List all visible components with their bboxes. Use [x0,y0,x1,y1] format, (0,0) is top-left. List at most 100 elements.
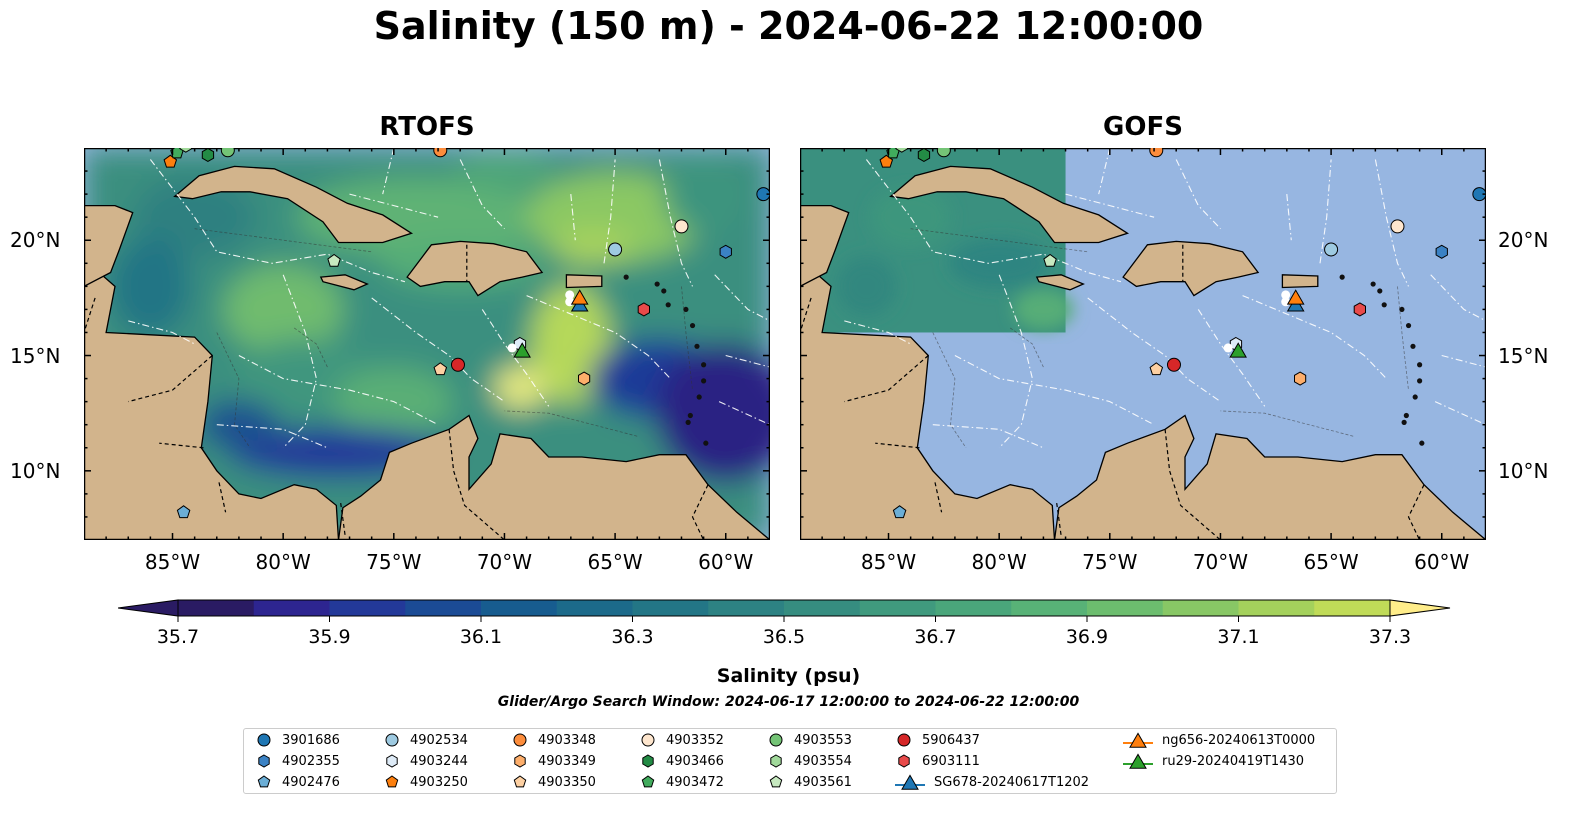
search-window-text: Glider/Argo Search Window: 2024-06-17 12… [497,694,1080,710]
tick-marks [84,148,770,540]
legend-item: 4903561 [766,773,852,791]
panel-title-gofs: GOFS [1103,112,1183,142]
glider-track [565,290,575,300]
legend-item: SG678-20240617T1202 [894,773,1089,791]
legend-item: 4902476 [254,773,340,791]
legend-item: ng656-20240613T0000 [1122,731,1315,749]
map-frame [84,148,770,540]
colorbar: 35.7 35.9 36.1 36.3 36.5 36.7 36.9 37.1 37.3 [118,599,1451,648]
tick-marks [800,148,1486,540]
float-4903349 [578,371,591,386]
rtofs-lat-tick-label: 15°N [10,343,61,368]
map-frame [800,148,1486,540]
legend-circle [385,733,399,747]
legend-hexagon [386,754,398,768]
colorbar-tick-label: 37.3 [1369,626,1411,648]
float-4902476 [892,505,907,519]
rtofs-lat-tick-label: 10°N [10,458,61,483]
legend-marker-icon [641,775,655,788]
legend-marker-icon [641,733,655,747]
colorbar-bin [1087,600,1164,616]
gofs-lon-tick-label: 70°W [1192,550,1249,574]
float-4903348 [1149,148,1164,158]
island-marker [1405,322,1412,329]
gofs-lon-tick-label: 60°W [1414,550,1470,574]
island-marker [685,419,691,425]
legend-item: 4903554 [766,752,852,770]
land [800,165,1486,540]
land-south-america [1053,414,1486,540]
legend-circle [641,733,655,747]
colorbar-bin [329,600,406,616]
island-marker [1412,394,1418,400]
gofs-lat-tick-label: 15°N [1498,343,1549,368]
island-marker [1370,281,1376,287]
panel-title-rtofs: RTOFS [379,112,475,142]
legend-marker-icon [1123,753,1153,769]
island-marker [1401,419,1407,425]
float-4902355 [719,244,732,259]
legend-triangle [901,774,919,790]
rtofs-lon-tick-label: 80°W [255,550,311,574]
legend-label: ng656-20240613T0000 [1162,732,1316,748]
country-borders [800,244,1425,540]
float-4903348 [433,148,448,158]
legend-marker-icon [769,775,783,788]
gofs-lat-tick-label: 10°N [1498,458,1549,483]
legend-marker-icon [513,775,527,788]
colorbar-tick-label: 35.7 [157,626,199,648]
colorbar-bin [1162,600,1239,616]
glider-ru29-20240419T1430 [1229,342,1247,358]
legend-label: ru29-20240419T1430 [1162,753,1305,769]
land-cuba [173,165,414,244]
legend-circle [897,733,911,747]
legend-marker-icon [385,733,399,747]
legend-marker-icon [897,733,911,747]
island-marker [661,288,667,294]
land-jamaica [1035,274,1085,291]
legend-triangle [1129,732,1147,748]
legend-label: 3901686 [282,732,340,748]
legend-hexagon [898,754,910,768]
glider-ng656-20240613T0000 [1286,289,1305,305]
float-4903554 [179,148,192,153]
colorbar-bin [708,600,785,616]
country-borders [84,244,709,540]
glider-ru29-20240419T1430 [513,342,531,358]
legend-item: 5906437 [894,731,980,749]
glider-track [1223,343,1233,353]
float-5906437 [1166,357,1181,372]
colorbar-bin [178,600,255,616]
salinity-field [84,148,770,540]
island-marker [1417,362,1423,368]
island-marker [1339,274,1345,280]
legend-marker-icon [257,775,271,788]
colorbar-tick-label: 36.5 [763,626,805,648]
rtofs-lon-tick-label: 65°W [587,550,643,574]
legend-item: 4903349 [510,752,596,770]
island-marker [1410,343,1416,349]
legend-label: 4903472 [666,774,724,790]
colorbar-tick-label: 36.1 [460,626,502,648]
rtofs-map [84,148,770,540]
legend-label: 4903352 [666,732,724,748]
legend-hexagon [642,754,654,768]
legend-label: 4903350 [538,774,596,790]
colorbar-under-extend [118,599,179,617]
legend-label: 4903250 [410,774,468,790]
float-4903554 [895,148,908,153]
observation-markers [879,148,1486,519]
land-south-america [337,414,770,540]
legend-item: 4903244 [382,752,468,770]
legend-marker-icon [514,754,526,768]
legend-triangle [1129,753,1147,769]
legend-item: 3901686 [254,731,340,749]
legend-item: ru29-20240419T1430 [1122,752,1304,770]
colorbar-bin [784,600,861,616]
colorbar-bin [1011,600,1088,616]
legend-marker-icon [386,754,398,768]
float-5906437 [450,357,465,372]
eez-boundaries [128,148,770,449]
legend-circle [769,733,783,747]
colorbar-bin [253,600,330,616]
